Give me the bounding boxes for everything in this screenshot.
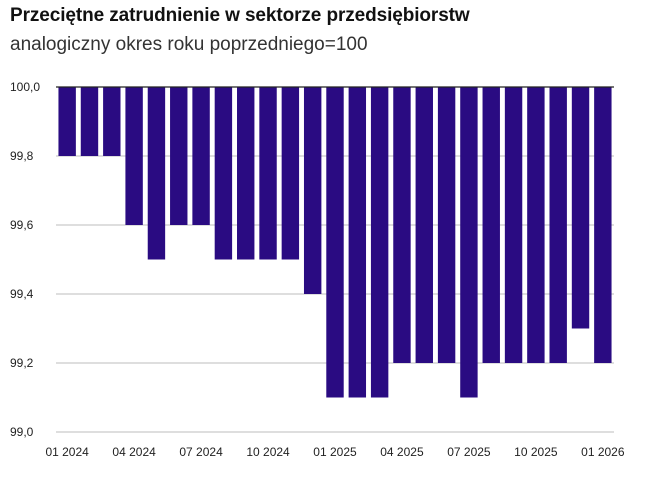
y-tick-label: 100,0 [10, 80, 40, 94]
x-tick-label: 07 2025 [447, 445, 491, 459]
bar [214, 87, 233, 260]
bar [370, 87, 389, 398]
chart-subtitle: analogiczny okres roku poprzedniego=100 [10, 34, 368, 55]
bar [281, 87, 300, 260]
y-tick-label: 99,2 [10, 356, 34, 370]
bar [80, 87, 99, 156]
bar [58, 87, 76, 156]
bar [237, 87, 255, 260]
y-tick-label: 99,8 [10, 149, 34, 163]
bar [437, 87, 456, 363]
x-tick-label: 04 2025 [380, 445, 424, 459]
x-tick-label: 01 2024 [45, 445, 89, 459]
x-tick-label: 04 2024 [112, 445, 156, 459]
bar [460, 87, 478, 398]
bar [527, 87, 545, 363]
x-tick-label: 01 2025 [313, 445, 357, 459]
bar [504, 87, 523, 363]
x-tick-label: 01 2026 [581, 445, 625, 459]
bar [170, 87, 188, 225]
x-tick-label: 10 2025 [514, 445, 558, 459]
bar [571, 87, 590, 329]
bar [348, 87, 367, 398]
bar [125, 87, 143, 225]
bar [594, 87, 612, 363]
bar [482, 87, 500, 363]
bar [192, 87, 210, 225]
x-tick-label: 07 2024 [179, 445, 223, 459]
bar [303, 87, 322, 294]
bar [393, 87, 411, 363]
y-tick-label: 99,6 [10, 218, 34, 232]
bar [415, 87, 433, 363]
y-tick-label: 99,0 [10, 425, 34, 439]
chart-title: Przeciętne zatrudnienie w sektorze przed… [10, 5, 470, 26]
bar [259, 87, 277, 260]
bar [103, 87, 121, 156]
bar [147, 87, 166, 260]
bar [549, 87, 567, 363]
y-tick-label: 99,4 [10, 287, 34, 301]
x-tick-label: 10 2024 [246, 445, 290, 459]
bar [326, 87, 344, 398]
